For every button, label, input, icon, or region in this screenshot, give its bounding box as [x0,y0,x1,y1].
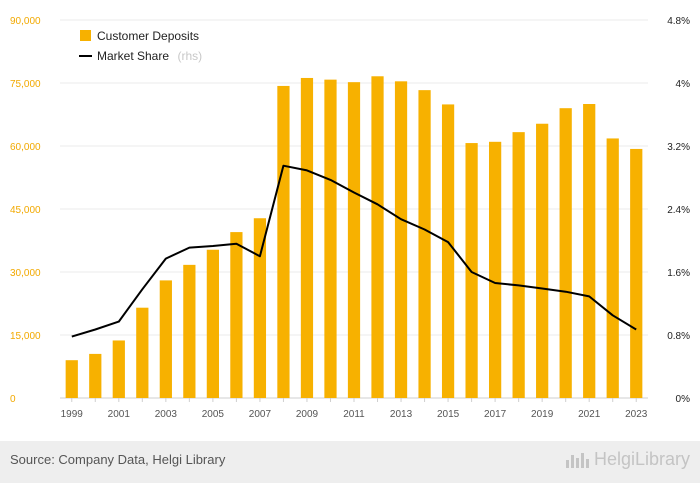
line-market-share [71,164,637,338]
y-left-tick-label: 90,000 [10,16,41,27]
y-left-tick-label: 30,000 [10,268,41,279]
y-right-tick-label: 2.4% [667,205,690,216]
bar [583,104,596,398]
bar [206,249,219,398]
bar [489,141,502,399]
library-icon [565,452,590,468]
bar [159,280,172,398]
y-axis-left: 0 15,000 30,000 45,000 60,000 75,000 90,000 [10,16,41,405]
y-right-tick-label: 3.2% [667,142,690,153]
legend: Customer Deposits Market Share (rhs) [79,29,202,64]
bar [89,353,102,398]
bar [536,123,549,399]
x-tick-label: 2023 [625,409,648,420]
source-text: Source: Company Data, Helgi Library [10,452,226,467]
x-tick-label: 2019 [531,409,554,420]
bars-customer-deposits [65,76,643,399]
x-tick-label: 2017 [484,409,507,420]
bar [136,307,149,398]
bar [183,264,196,398]
x-tick-label: 2003 [155,409,178,420]
bar [253,218,267,398]
bar [230,232,243,398]
bar [277,85,290,398]
chart: 0 15,000 30,000 45,000 60,000 75,000 90,000 0%… [10,16,690,420]
y-right-tick-label: 4.8% [667,16,690,27]
y-left-tick-label: 45,000 [10,205,41,216]
y-right-tick-label: 0% [676,394,691,405]
bar [112,340,125,398]
x-tick-label: 1999 [61,409,84,420]
bar [394,81,408,398]
y-axis-right: 0% 0.8% 1.6% 2.4% 3.2% 4% 4.8% [667,16,690,405]
x-tick-label: 2011 [343,409,365,420]
legend-swatch-customer-deposits [80,30,91,41]
y-left-tick-label: 15,000 [10,331,41,342]
x-tick-label: 2005 [202,409,225,420]
legend-label-market-share: Market Share (rhs) [97,47,202,64]
x-tick-label: 2007 [249,409,272,420]
y-left-tick-label: 75,000 [10,79,41,90]
x-tick-label: 2009 [296,409,319,420]
bar [559,108,572,398]
bar [371,76,384,398]
y-right-tick-label: 1.6% [667,268,690,279]
footer: Source: Company Data, Helgi Library Helg… [0,441,700,483]
x-tick-label: 2001 [108,409,131,420]
legend-label-customer-deposits: Customer Deposits [97,29,199,43]
legend-market-share-name: Market Share [97,49,169,63]
bar [606,138,619,398]
bar [300,77,314,399]
bar [441,104,455,399]
bar [418,90,431,398]
y-right-tick-label: 0.8% [667,331,690,342]
legend-market-share-suffix: (rhs) [177,49,202,63]
x-axis: 1999 2001 2003 2005 2007 2009 2011 2013 2015 2017… [61,398,648,420]
market-share-line [71,164,637,338]
bar [324,79,337,398]
bar [65,360,78,398]
logo-text: HelgiLibrary [593,449,690,469]
bar [512,132,525,398]
x-tick-label: 2021 [578,409,601,420]
y-right-tick-label: 4% [676,79,691,90]
helgi-library-logo: HelgiLibrary [565,449,690,470]
y-left-tick-label: 60,000 [10,142,41,153]
x-tick-label: 2015 [437,409,460,420]
bar [630,148,643,398]
y-left-tick-label: 0 [10,394,16,405]
bar [347,82,361,398]
x-tick-label: 2013 [390,409,413,420]
